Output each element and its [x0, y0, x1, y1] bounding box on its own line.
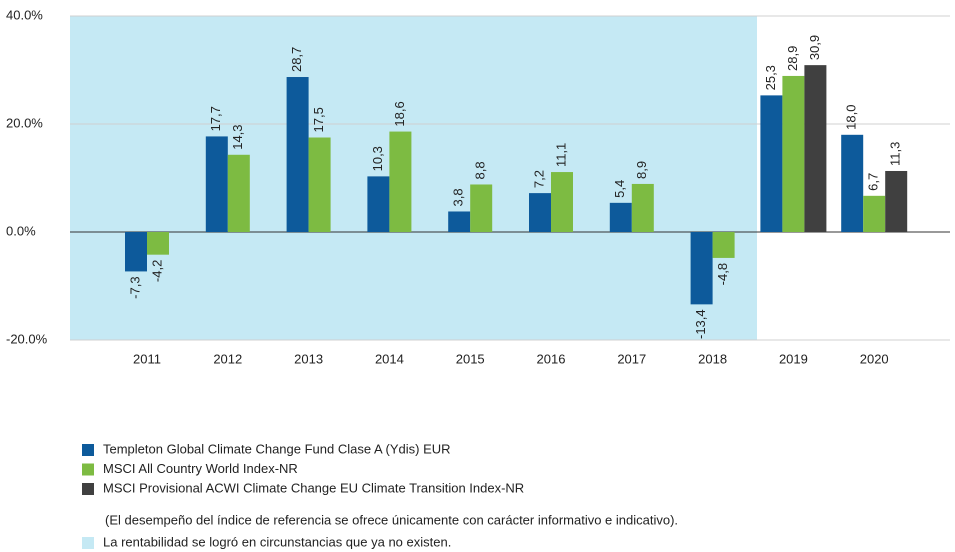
x-tick-label: 2020: [860, 351, 889, 366]
bar: [448, 211, 471, 232]
legend-swatch: [82, 463, 94, 476]
x-tick-label: 2016: [537, 351, 566, 366]
bar: [470, 184, 493, 232]
x-tick-label: 2013: [294, 351, 323, 366]
legend-swatch: [82, 537, 94, 549]
x-tick-label: 2014: [375, 351, 404, 366]
note: (El desempeño del índice de referencia s…: [105, 512, 678, 527]
bar: [227, 154, 250, 232]
value-label: -7,3: [127, 276, 142, 298]
value-label: 17,5: [311, 107, 326, 132]
value-label: 10,3: [370, 146, 385, 171]
value-label: 8,8: [473, 161, 488, 179]
x-tick-label: 2017: [617, 351, 646, 366]
bar: [147, 232, 169, 255]
bar: [125, 232, 147, 272]
y-tick-label: -20.0%: [6, 331, 48, 346]
value-label: 28,9: [785, 46, 800, 71]
legend-label: Templeton Global Climate Change Fund Cla…: [103, 441, 451, 456]
bar: [690, 232, 713, 305]
bar: [863, 195, 886, 232]
legend-swatch: [82, 483, 94, 495]
value-label: 25,3: [763, 65, 778, 90]
value-label: 18,0: [844, 104, 859, 129]
x-tick-label: 2019: [779, 351, 808, 366]
bar: [529, 193, 551, 232]
x-tick-label: 2015: [456, 351, 485, 366]
bar: [389, 131, 412, 232]
value-label: 14,3: [230, 124, 245, 149]
bar: [760, 95, 783, 232]
value-label: 17,7: [208, 106, 223, 131]
bar: [841, 134, 864, 232]
value-label: 30,9: [807, 35, 822, 60]
value-label: 11,1: [553, 143, 568, 167]
bar: [609, 202, 632, 232]
x-tick-label: 2018: [698, 351, 727, 366]
bar: [885, 170, 908, 232]
shaded-region: [70, 16, 757, 340]
value-label: 7,2: [531, 170, 546, 188]
bar: [782, 75, 805, 232]
legend-label: MSCI All Country World Index-NR: [103, 461, 298, 476]
bar: [286, 77, 309, 233]
value-label: 18,6: [392, 101, 407, 126]
y-tick-label: 20.0%: [6, 115, 43, 130]
value-label: 3,8: [451, 188, 466, 206]
value-label: -13,4: [693, 309, 708, 339]
x-tick-label: 2012: [213, 351, 242, 366]
bar: [308, 137, 331, 232]
value-label: 28,7: [289, 47, 304, 72]
value-label: 6,7: [866, 173, 881, 191]
value-label: -4,8: [715, 263, 730, 285]
bar: [631, 183, 654, 232]
bar: [804, 65, 827, 232]
x-tick-label: 2011: [133, 351, 161, 366]
bar: [367, 176, 390, 232]
value-label: -4,2: [149, 260, 164, 282]
legend-swatch: [82, 444, 94, 456]
value-label: 11,3: [888, 142, 903, 166]
bar: [551, 172, 573, 232]
shaded-label: La rentabilidad se logró en circunstanci…: [103, 534, 451, 549]
bar: [712, 232, 735, 258]
bar: [205, 136, 228, 232]
value-label: 5,4: [612, 180, 627, 198]
y-tick-label: 0.0%: [6, 223, 36, 238]
y-tick-label: 40.0%: [6, 7, 43, 22]
legend-label: MSCI Provisional ACWI Climate Change EU …: [103, 480, 524, 495]
value-label: 8,9: [634, 161, 649, 179]
